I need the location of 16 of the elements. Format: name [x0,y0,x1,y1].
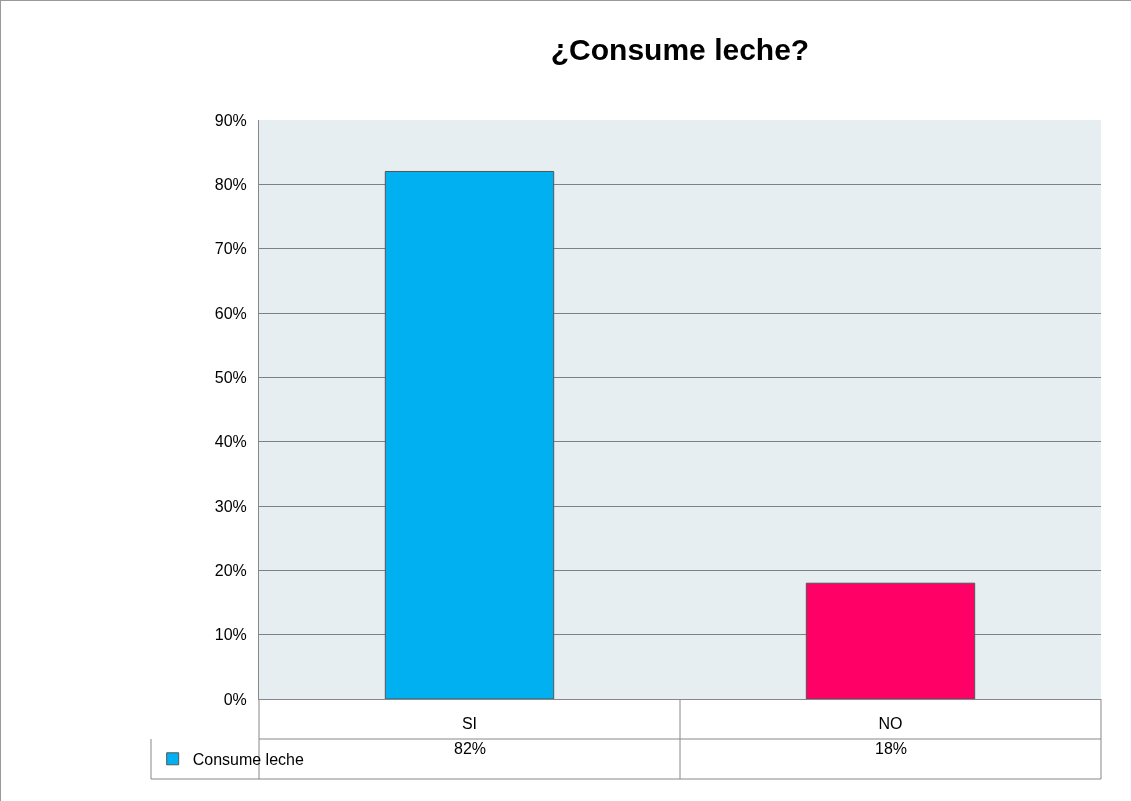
y-tick-label: 20% [214,561,247,579]
text: 18% [875,740,908,757]
y-tick-label: 60% [214,304,247,322]
y-tick-label: 80% [214,175,247,193]
y-tick-label: 70% [214,240,247,258]
y-tick-label: 30% [214,497,247,515]
y-tick-label: 50% [214,368,247,386]
x-tick-label: SI [461,715,478,733]
y-tick-label: 40% [214,433,247,451]
y-tick-label: 10% [214,626,247,644]
text: 82% [454,740,487,757]
y-tick-label: 90% [214,111,247,129]
x-tick-label: NO [878,715,903,733]
legend-label: Consume leche [192,751,304,769]
chart-title: ¿Consume leche? [550,32,810,66]
y-tick-label: 0% [223,690,247,708]
